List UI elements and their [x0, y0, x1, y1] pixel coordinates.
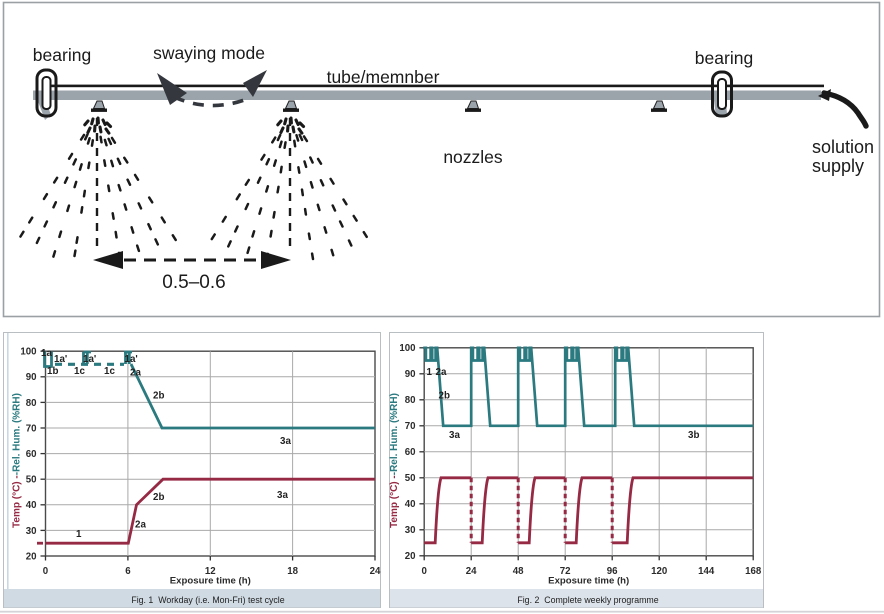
svg-text:30: 30 — [405, 525, 416, 536]
svg-text:90: 90 — [405, 369, 416, 380]
svg-text:bearing: bearing — [33, 45, 91, 65]
svg-text:50: 50 — [26, 475, 37, 486]
svg-text:supply: supply — [812, 156, 864, 176]
svg-text:2a: 2a — [135, 520, 146, 531]
svg-text:100: 100 — [20, 347, 36, 358]
svg-text:20: 20 — [26, 551, 37, 562]
svg-text:50: 50 — [405, 473, 416, 484]
svg-text:6: 6 — [125, 566, 131, 577]
svg-text:Fig. 2 Complete weekly progra: Fig. 2 Complete weekly programme — [517, 595, 658, 605]
svg-text:1a: 1a — [41, 348, 52, 359]
svg-text:2b: 2b — [153, 391, 164, 402]
svg-text:2b: 2b — [153, 492, 164, 503]
svg-text:2b: 2b — [439, 391, 450, 402]
svg-text:1: 1 — [76, 529, 82, 540]
svg-text:60: 60 — [405, 447, 416, 458]
svg-text:1a': 1a' — [125, 354, 138, 365]
svg-text:Temp (°C) --Rel. Hum. (%RH): Temp (°C) --Rel. Hum. (%RH) — [389, 393, 400, 528]
svg-text:1a': 1a' — [54, 354, 67, 365]
svg-text:100: 100 — [399, 343, 415, 354]
svg-text:Fig. 1 Workday (i.e. Mon-Fri): Fig. 1 Workday (i.e. Mon-Fri) test cycle — [131, 595, 284, 605]
svg-text:1c: 1c — [74, 366, 85, 377]
svg-text:3a: 3a — [277, 490, 288, 501]
svg-text:1a': 1a' — [83, 354, 96, 365]
svg-text:48: 48 — [513, 566, 524, 577]
svg-text:0: 0 — [422, 566, 427, 577]
svg-text:0: 0 — [43, 566, 48, 577]
svg-text:1c: 1c — [104, 366, 115, 377]
svg-text:96: 96 — [607, 566, 618, 577]
svg-text:60: 60 — [26, 449, 37, 460]
svg-text:bearing: bearing — [695, 48, 753, 68]
svg-text:12: 12 — [205, 566, 216, 577]
svg-text:Exposure time (h): Exposure time (h) — [548, 576, 629, 587]
svg-text:swaying mode: swaying mode — [153, 43, 265, 63]
svg-text:0.5–0.6: 0.5–0.6 — [162, 272, 225, 293]
svg-text:30: 30 — [26, 526, 37, 537]
svg-text:3a: 3a — [449, 430, 460, 441]
svg-text:1b: 1b — [47, 366, 58, 377]
svg-text:40: 40 — [405, 499, 416, 510]
svg-text:18: 18 — [287, 566, 298, 577]
svg-text:tube/memnber: tube/memnber — [327, 67, 440, 87]
svg-text:3b: 3b — [688, 430, 699, 441]
svg-text:80: 80 — [405, 395, 416, 406]
svg-text:90: 90 — [26, 372, 37, 383]
svg-text:72: 72 — [560, 566, 571, 577]
svg-text:nozzles: nozzles — [443, 147, 503, 167]
svg-text:24: 24 — [370, 566, 381, 577]
svg-text:2a: 2a — [130, 368, 141, 379]
svg-text:solution: solution — [812, 137, 874, 157]
svg-text:Exposure time (h): Exposure time (h) — [170, 576, 251, 587]
svg-text:80: 80 — [26, 398, 37, 409]
svg-text:144: 144 — [698, 566, 715, 577]
svg-text:Temp (°C) --Rel. Hum. (%RH): Temp (°C) --Rel. Hum. (%RH) — [11, 393, 22, 528]
svg-text:40: 40 — [26, 500, 37, 511]
svg-text:24: 24 — [466, 566, 477, 577]
svg-text:120: 120 — [651, 566, 667, 577]
svg-text:2a: 2a — [436, 367, 447, 378]
svg-text:70: 70 — [26, 423, 37, 434]
svg-text:20: 20 — [405, 551, 416, 562]
svg-text:3a: 3a — [280, 436, 291, 447]
svg-text:168: 168 — [745, 566, 762, 577]
svg-text:1: 1 — [427, 367, 433, 378]
svg-text:70: 70 — [405, 421, 416, 432]
